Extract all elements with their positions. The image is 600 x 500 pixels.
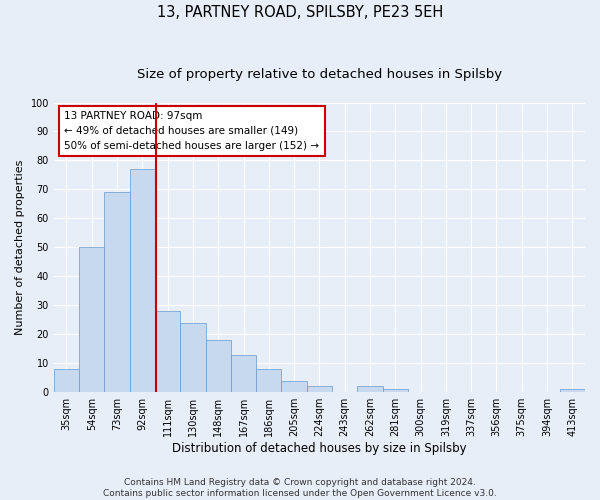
Bar bbox=[358, 386, 383, 392]
Bar bbox=[79, 248, 104, 392]
Text: 13 PARTNEY ROAD: 97sqm
← 49% of detached houses are smaller (149)
50% of semi-de: 13 PARTNEY ROAD: 97sqm ← 49% of detached… bbox=[64, 111, 319, 151]
Bar bbox=[54, 369, 79, 392]
Text: 13, PARTNEY ROAD, SPILSBY, PE23 5EH: 13, PARTNEY ROAD, SPILSBY, PE23 5EH bbox=[157, 5, 443, 20]
Bar bbox=[206, 340, 231, 392]
Text: Contains HM Land Registry data © Crown copyright and database right 2024.
Contai: Contains HM Land Registry data © Crown c… bbox=[103, 478, 497, 498]
Bar bbox=[180, 322, 206, 392]
Bar bbox=[560, 390, 585, 392]
Bar bbox=[104, 192, 130, 392]
Bar bbox=[256, 369, 281, 392]
Bar bbox=[281, 380, 307, 392]
Bar bbox=[383, 390, 408, 392]
Y-axis label: Number of detached properties: Number of detached properties bbox=[15, 160, 25, 335]
Bar bbox=[307, 386, 332, 392]
X-axis label: Distribution of detached houses by size in Spilsby: Distribution of detached houses by size … bbox=[172, 442, 467, 455]
Bar bbox=[231, 354, 256, 392]
Bar bbox=[155, 311, 180, 392]
Bar bbox=[130, 169, 155, 392]
Title: Size of property relative to detached houses in Spilsby: Size of property relative to detached ho… bbox=[137, 68, 502, 80]
